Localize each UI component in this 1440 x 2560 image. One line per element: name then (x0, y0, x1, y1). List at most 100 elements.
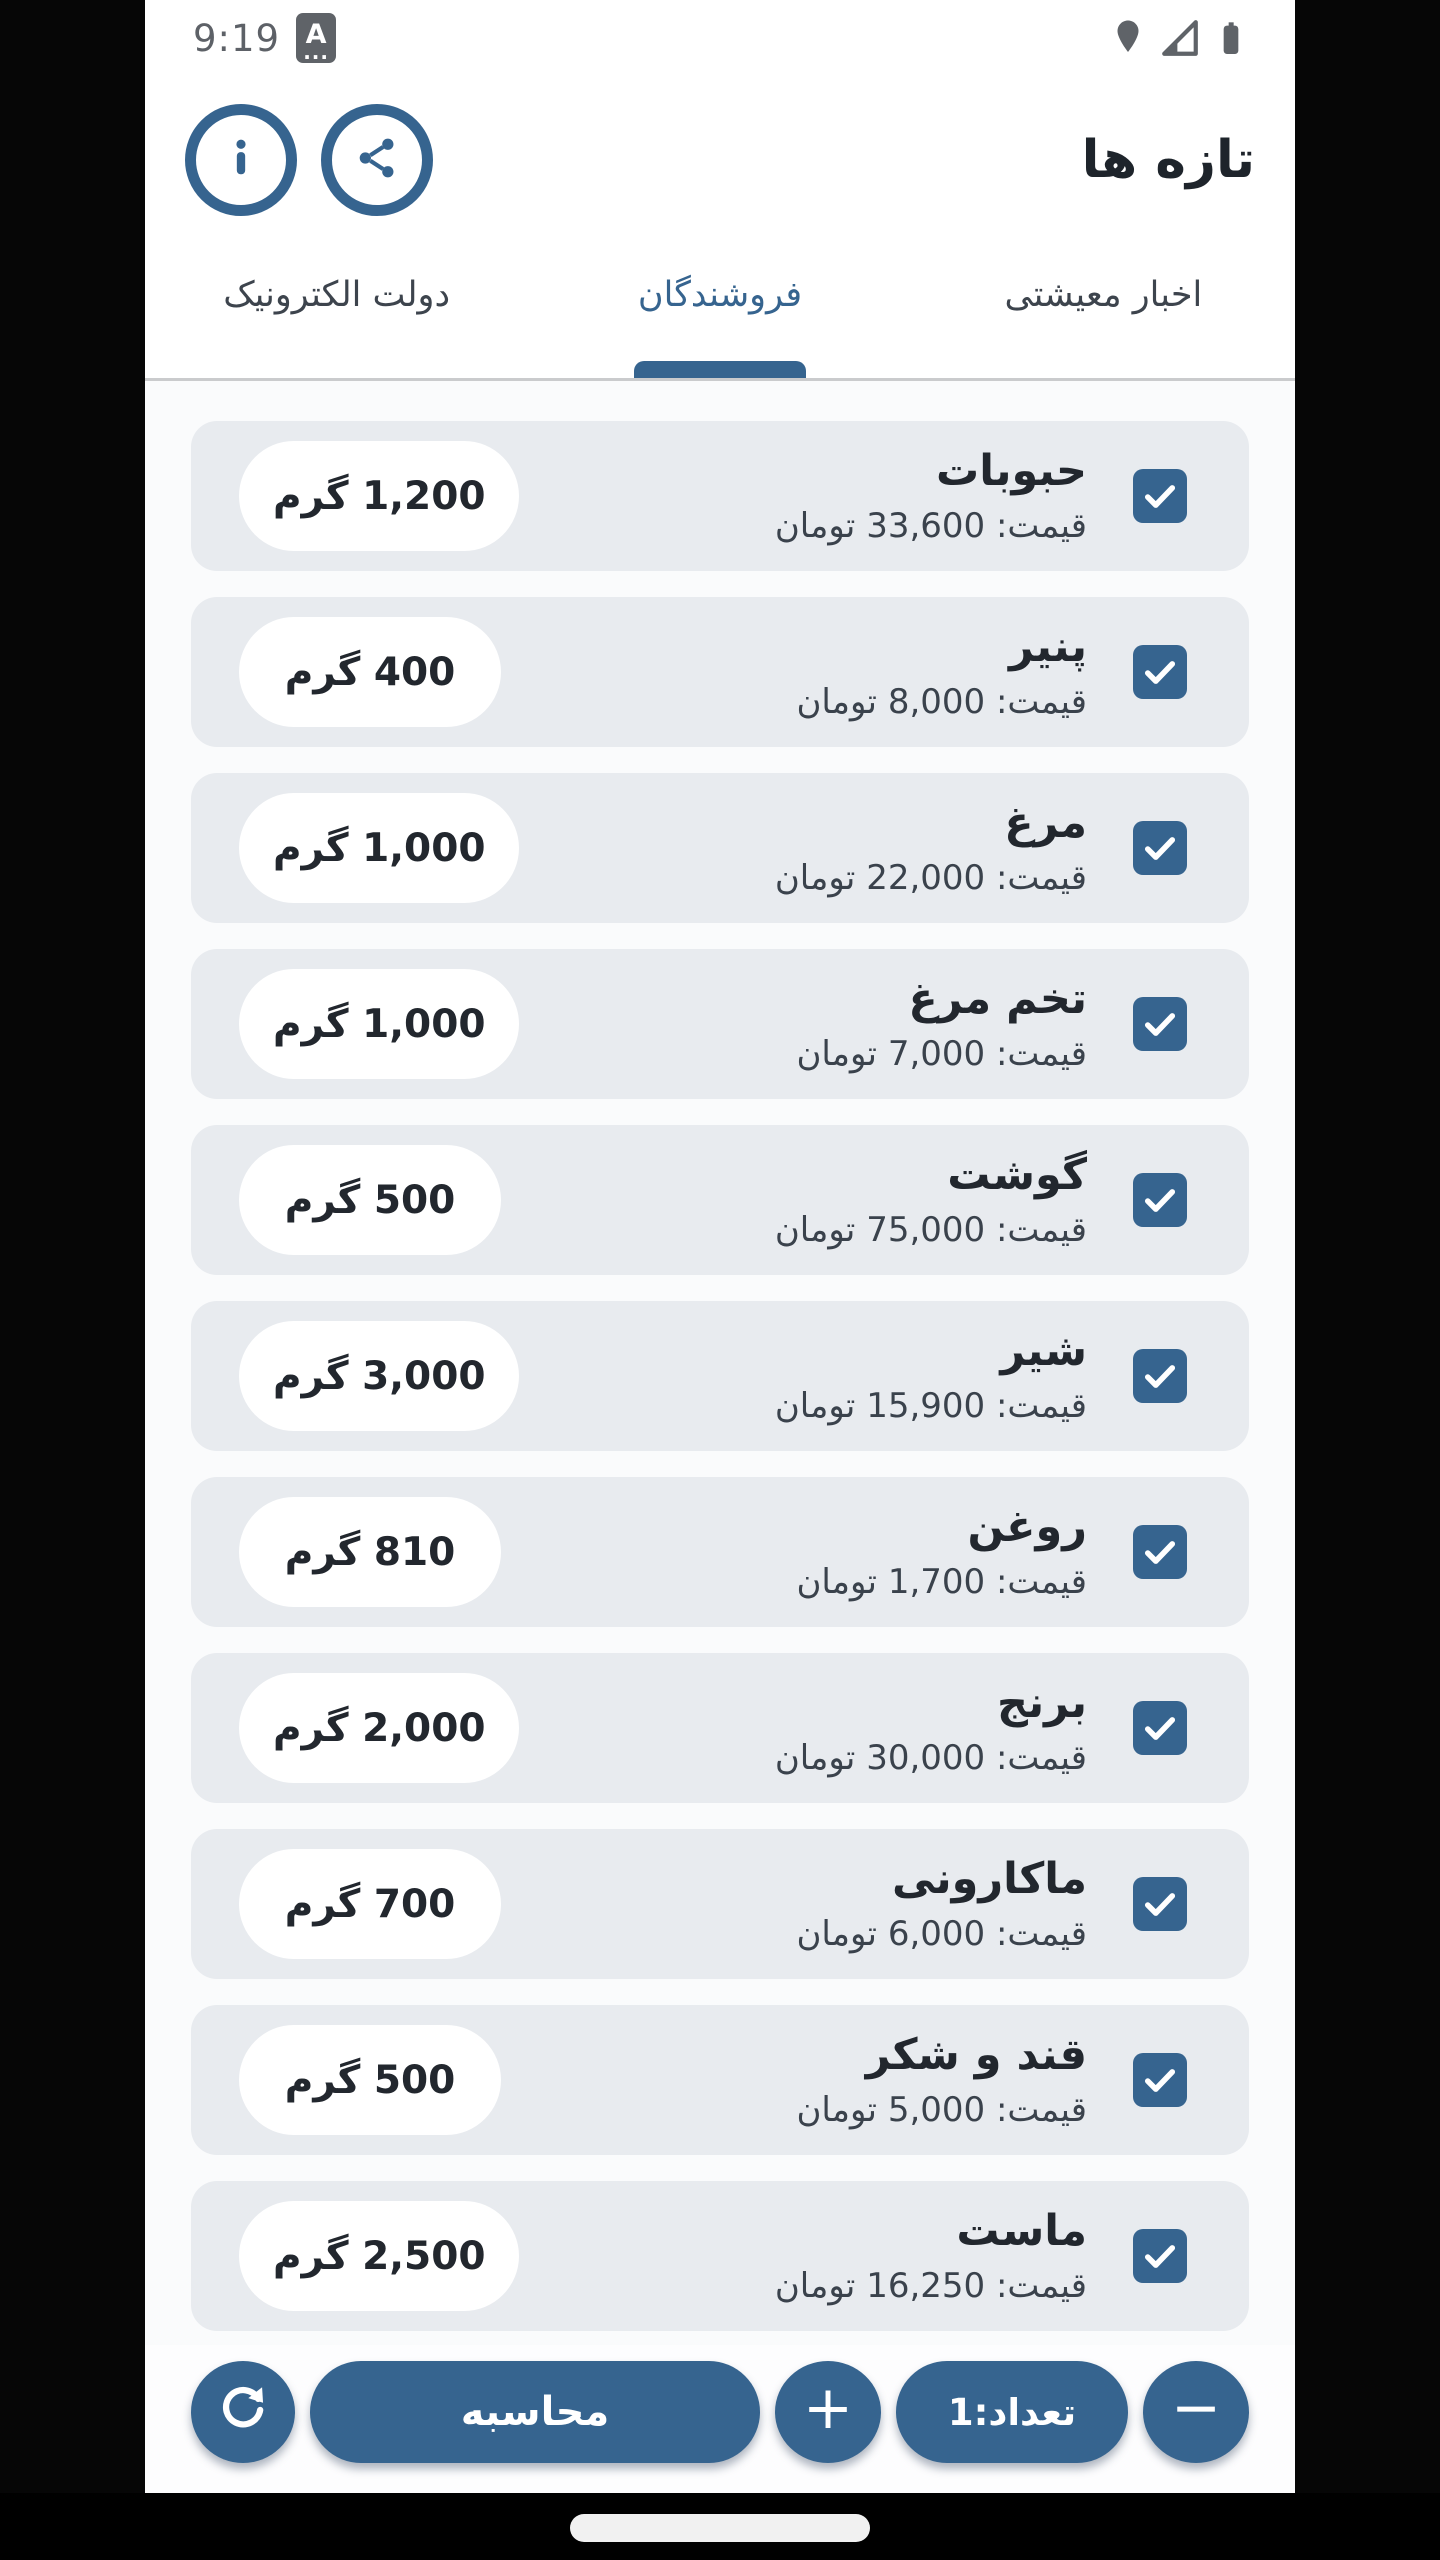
tab-sellers[interactable]: فروشندگان (637, 275, 803, 315)
checkmark-icon (1144, 1189, 1176, 1212)
item-weight-input[interactable]: 2,500 گرم (239, 2201, 520, 2311)
status-bar-right (1107, 16, 1251, 60)
item-text: قند و شکر قیمت: 5,000 تومان (796, 2030, 1087, 2130)
location-icon (1107, 17, 1149, 59)
checkmark-icon (1144, 661, 1176, 684)
active-tab-indicator (634, 361, 806, 378)
home-indicator[interactable] (570, 2514, 870, 2542)
item-text: شیر قیمت: 15,900 تومان (775, 1326, 1087, 1426)
item-card[interactable]: برنج قیمت: 30,000 تومان 2,000 گرم (191, 1653, 1249, 1803)
refresh-button[interactable] (191, 2361, 295, 2463)
item-card[interactable]: تخم مرغ قیمت: 7,000 تومان 1,000 گرم (191, 949, 1249, 1099)
item-name: پنیر (1008, 622, 1087, 673)
item-card[interactable]: ماکارونی قیمت: 6,000 تومان 700 گرم (191, 1829, 1249, 1979)
checkmark-icon (1144, 485, 1176, 508)
item-name: تخم مرغ (908, 974, 1087, 1025)
refresh-icon (214, 2381, 272, 2443)
item-price: قیمت: 16,250 تومان (774, 2265, 1087, 2306)
item-checkbox[interactable] (1133, 2053, 1187, 2107)
decrease-count-button[interactable]: − (1143, 2361, 1249, 2463)
item-text: حبوبات قیمت: 33,600 تومان (775, 446, 1087, 546)
item-card[interactable]: حبوبات قیمت: 33,600 تومان 1,200 گرم (191, 421, 1249, 571)
share-button[interactable] (321, 104, 433, 216)
item-name: برنج (996, 1678, 1087, 1729)
item-text: مرغ قیمت: 22,000 تومان (775, 798, 1087, 898)
item-weight-input[interactable]: 1,000 گرم (239, 969, 520, 1079)
increase-count-button[interactable]: + (775, 2361, 881, 2463)
item-weight-input[interactable]: 1,200 گرم (239, 441, 520, 551)
status-bar: 9:19 A ... (145, 0, 1295, 70)
item-price: قیمت: 1,700 تومان (796, 1561, 1087, 1602)
item-price: قیمت: 6,000 تومان (796, 1913, 1087, 1954)
item-weight-input[interactable]: 700 گرم (239, 1849, 501, 1959)
checkmark-icon (1144, 1893, 1176, 1916)
item-price: قیمت: 7,000 تومان (796, 1033, 1087, 1074)
page-title: تازه ها (1081, 130, 1255, 190)
notification-app-icon: A ... (296, 13, 337, 64)
signal-strength-icon (1159, 17, 1201, 59)
item-price: قیمت: 5,000 تومان (796, 2089, 1087, 2130)
item-card[interactable]: پنیر قیمت: 8,000 تومان 400 گرم (191, 597, 1249, 747)
item-checkbox[interactable] (1133, 469, 1187, 523)
checkmark-icon (1144, 1717, 1176, 1740)
calculate-button[interactable]: محاسبه (310, 2361, 760, 2463)
item-price: قیمت: 75,000 تومان (774, 1209, 1087, 1250)
item-weight-input[interactable]: 500 گرم (239, 1145, 501, 1255)
item-price: قیمت: 15,900 تومان (774, 1385, 1087, 1426)
item-checkbox[interactable] (1133, 1349, 1187, 1403)
item-weight-input[interactable]: 1,000 گرم (239, 793, 520, 903)
header: تازه ها (145, 70, 1295, 226)
item-checkbox[interactable] (1133, 1877, 1187, 1931)
item-price: قیمت: 8,000 تومان (796, 681, 1087, 722)
item-text: پنیر قیمت: 8,000 تومان (796, 622, 1087, 722)
item-weight-input[interactable]: 400 گرم (239, 617, 501, 727)
count-badge[interactable]: تعداد:1 (896, 2361, 1128, 2463)
item-weight-input[interactable]: 810 گرم (239, 1497, 501, 1607)
checkmark-icon (1144, 1013, 1176, 1036)
item-card[interactable]: قند و شکر قیمت: 5,000 تومان 500 گرم (191, 2005, 1249, 2155)
item-card[interactable]: روغن قیمت: 1,700 تومان 810 گرم (191, 1477, 1249, 1627)
item-checkbox[interactable] (1133, 645, 1187, 699)
item-weight-input[interactable]: 2,000 گرم (239, 1673, 520, 1783)
share-icon (352, 133, 402, 187)
item-checkbox[interactable] (1133, 821, 1187, 875)
app-window: 9:19 A ... تازه ها (145, 0, 1295, 2493)
item-price: قیمت: 33,600 تومان (774, 505, 1087, 546)
battery-icon (1211, 16, 1251, 60)
item-name: حبوبات (935, 446, 1087, 497)
item-name: قند و شکر (865, 2030, 1087, 2081)
item-name: روغن (967, 1502, 1087, 1553)
item-name: مرغ (1004, 798, 1087, 849)
checkmark-icon (1144, 2069, 1176, 2092)
item-price: قیمت: 22,000 تومان (774, 857, 1087, 898)
item-card[interactable]: ماست قیمت: 16,250 تومان 2,500 گرم (191, 2181, 1249, 2331)
item-card[interactable]: مرغ قیمت: 22,000 تومان 1,000 گرم (191, 773, 1249, 923)
item-weight-input[interactable]: 3,000 گرم (239, 1321, 520, 1431)
item-checkbox[interactable] (1133, 2229, 1187, 2283)
item-name: ماکارونی (891, 1854, 1087, 1905)
item-text: برنج قیمت: 30,000 تومان (775, 1678, 1087, 1778)
item-text: روغن قیمت: 1,700 تومان (796, 1502, 1087, 1602)
item-checkbox[interactable] (1133, 1701, 1187, 1755)
tab-egovernment[interactable]: دولت الکترونیک (223, 275, 451, 315)
item-card[interactable]: شیر قیمت: 15,900 تومان 3,000 گرم (191, 1301, 1249, 1451)
item-text: تخم مرغ قیمت: 7,000 تومان (796, 974, 1087, 1074)
info-icon (216, 133, 266, 187)
item-text: ماکارونی قیمت: 6,000 تومان (796, 1854, 1087, 1954)
item-checkbox[interactable] (1133, 1173, 1187, 1227)
item-price: قیمت: 30,000 تومان (774, 1737, 1087, 1778)
item-checkbox[interactable] (1133, 997, 1187, 1051)
tab-livelihood-news[interactable]: اخبار معیشتی (1004, 275, 1203, 315)
item-name: گوشت (947, 1150, 1087, 1201)
status-time: 9:19 (193, 16, 281, 60)
item-name: ماست (956, 2206, 1087, 2257)
header-buttons (185, 104, 433, 216)
app-badge-dots: ... (303, 39, 329, 64)
app-badge-letter: A (305, 18, 327, 50)
item-card[interactable]: گوشت قیمت: 75,000 تومان 500 گرم (191, 1125, 1249, 1275)
checkmark-icon (1144, 1365, 1176, 1388)
item-name: شیر (1000, 1326, 1087, 1377)
item-checkbox[interactable] (1133, 1525, 1187, 1579)
item-weight-input[interactable]: 500 گرم (239, 2025, 501, 2135)
info-button[interactable] (185, 104, 297, 216)
